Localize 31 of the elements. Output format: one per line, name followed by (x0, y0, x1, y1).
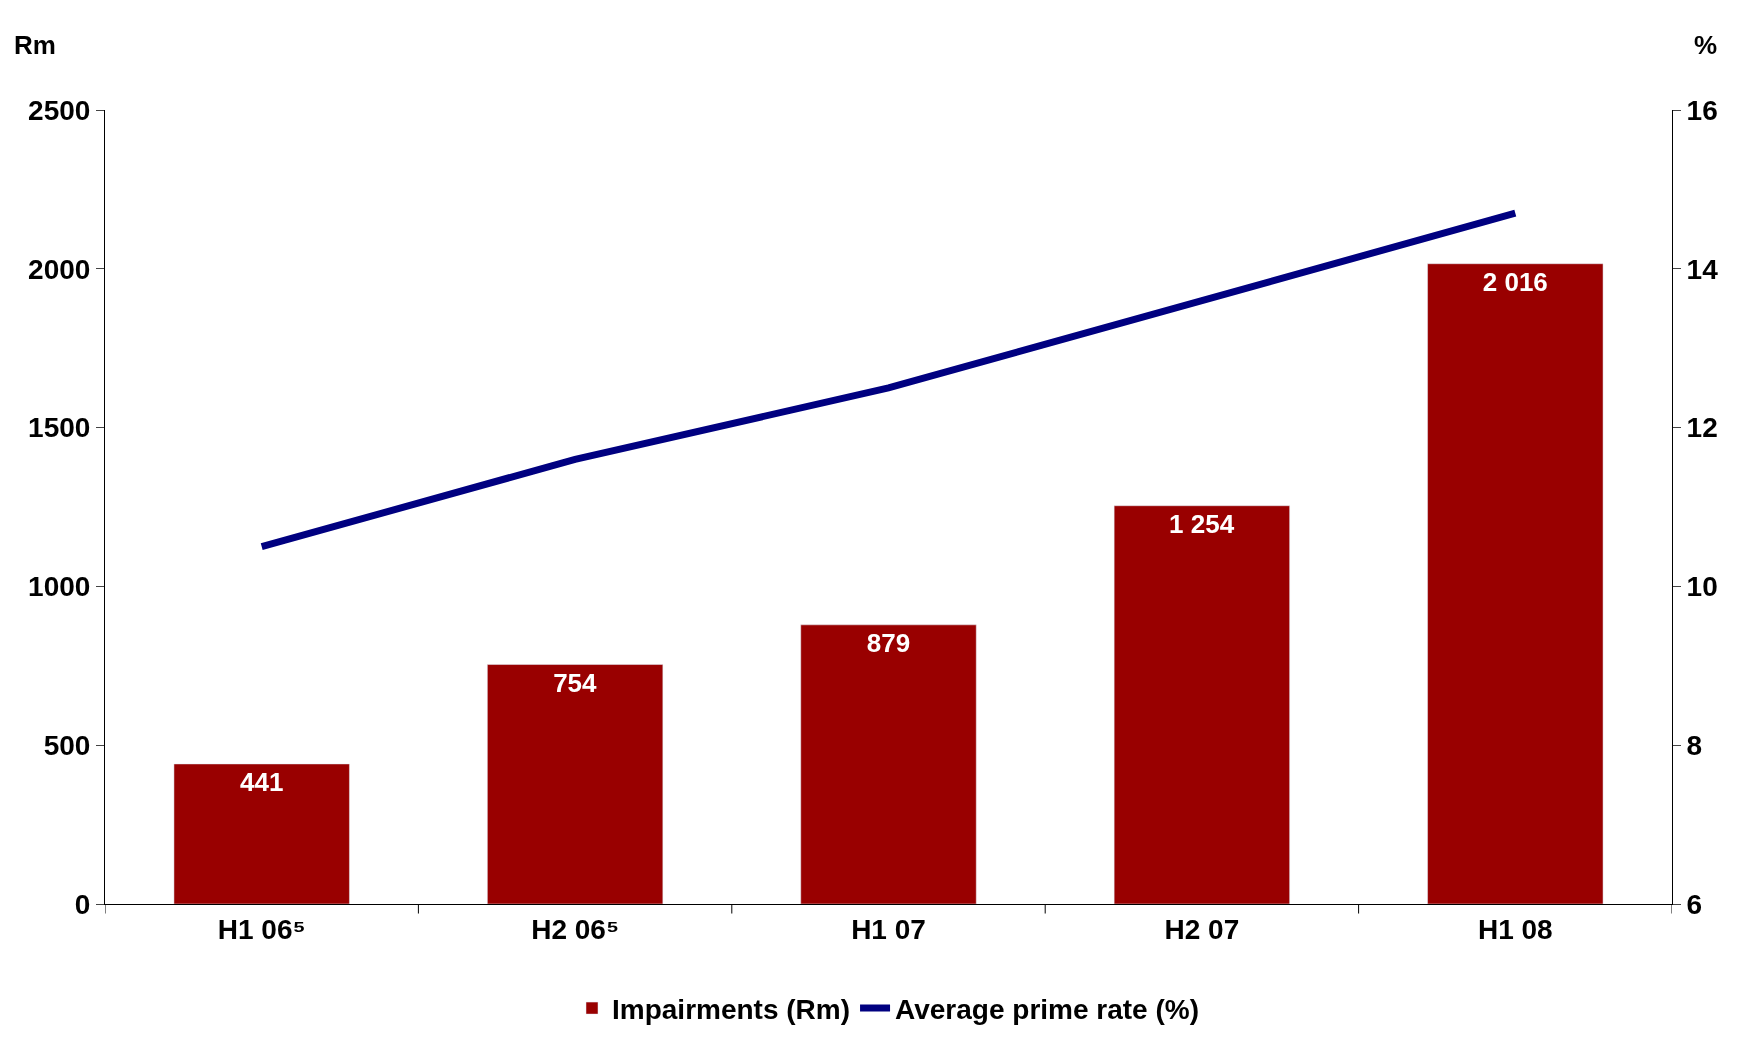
y-tick-label: 500 (43, 730, 91, 761)
bar (173, 763, 350, 904)
y-tick-label: 2000 (28, 253, 91, 285)
legend-label: Average prime rate (%) (895, 994, 1200, 1026)
y2-tick-label: 16 (1686, 94, 1718, 126)
bar (1113, 505, 1290, 904)
y2-tick-label: 10 (1686, 571, 1718, 603)
y-tick-label: 1500 (28, 412, 91, 444)
x-tick-label: H1 08 (1477, 913, 1553, 945)
y2-tick-label: 6 (1686, 888, 1703, 920)
y-tick-label: 1000 (28, 571, 91, 603)
data-label: 754 (553, 667, 598, 698)
bar (800, 624, 977, 904)
legend-label: Impairments (Rm) (612, 994, 851, 1026)
x-tick-label: H2 06⁵ (531, 913, 620, 945)
x-tick-label: H1 06⁵ (217, 913, 306, 945)
bar (487, 664, 664, 904)
data-label: 879 (866, 627, 911, 658)
y2-tick-label: 8 (1686, 730, 1703, 761)
data-label: 2 016 (1482, 266, 1548, 297)
y2-axis-title: % (1694, 30, 1718, 60)
x-tick-label: H1 07 (851, 913, 926, 945)
data-label: 1 254 (1169, 508, 1235, 539)
x-tick-label: H2 07 (1164, 913, 1240, 945)
data-label: 441 (240, 766, 284, 797)
y2-tick-label: 12 (1686, 412, 1718, 444)
y-tick-label: 0 (74, 888, 91, 920)
y2-tick-label: 14 (1686, 253, 1719, 285)
y-axis-title: Rm (14, 30, 56, 60)
bar (1427, 263, 1604, 904)
y-tick-label: 2500 (28, 94, 91, 126)
